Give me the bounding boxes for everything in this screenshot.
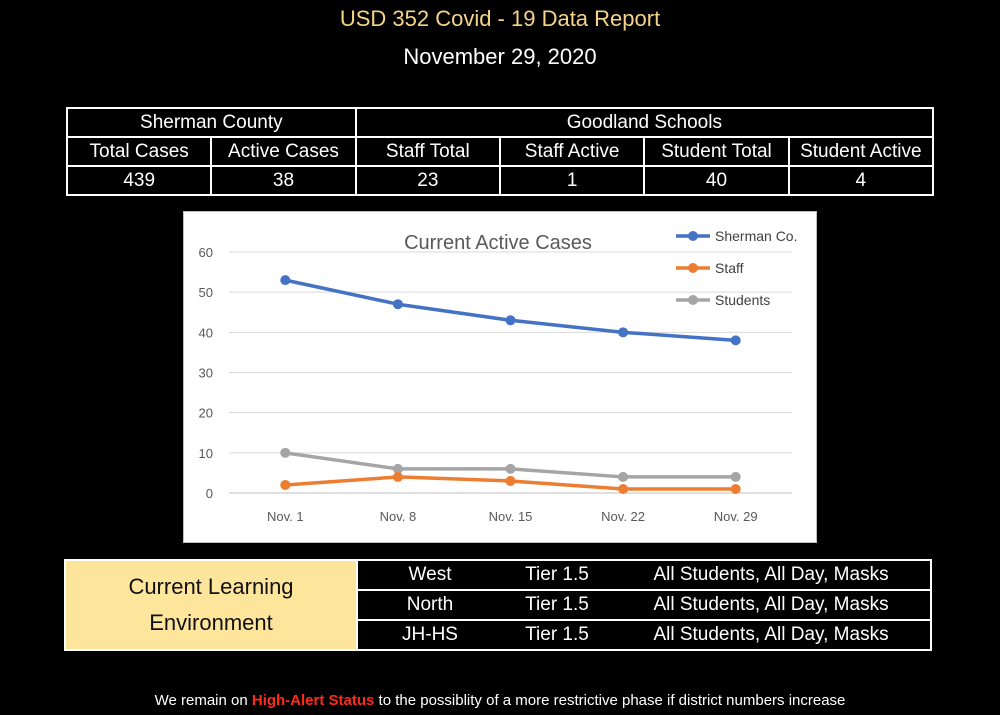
x-tick-label: Nov. 29 (714, 509, 758, 524)
data-point (505, 463, 516, 474)
y-tick-label: 60 (199, 245, 213, 260)
x-tick-labels: Nov. 1 Nov. 8 Nov. 15 Nov. 22 Nov. 29 (267, 509, 758, 524)
stats-group-row: Sherman County Goodland Schools (66, 107, 935, 138)
chart-title: Current Active Cases (404, 232, 592, 254)
series-staff (280, 471, 741, 494)
value-student-active: 4 (787, 165, 935, 196)
env-school: JH-HS (402, 624, 458, 645)
legend-marker (688, 295, 698, 305)
legend-label: Staff (715, 260, 744, 276)
stats-header-row: Total Cases Active Cases Staff Total Sta… (65, 136, 935, 167)
value-staff-active: 1 (498, 165, 646, 196)
env-detail: All Students, All Day, Masks (653, 594, 889, 615)
header-student-total: Student Total (643, 136, 790, 167)
data-point (392, 299, 403, 310)
header-staff-total: Staff Total (354, 136, 501, 167)
footer-note: We remain on High-Alert Status to the po… (0, 692, 1000, 709)
env-tier: Tier 1.5 (525, 624, 589, 645)
x-tick-label: Nov. 22 (601, 509, 645, 524)
series-sherman-co (280, 275, 741, 346)
header-active-cases: Active Cases (210, 136, 357, 167)
x-tick-label: Nov. 15 (489, 509, 533, 524)
legend-label: Sherman Co. (715, 228, 797, 244)
series-students (280, 447, 741, 482)
data-point (730, 483, 741, 494)
grid-layer (229, 251, 792, 494)
legend-marker (688, 263, 698, 273)
active-cases-chart: 0 10 20 30 40 50 60 Nov. 1 Nov. 8 Nov. 15 Nov. 22… (183, 211, 817, 543)
data-point (730, 471, 741, 482)
learning-environment-table: Current Learning Environment West Tier 1… (64, 559, 932, 651)
chart-svg: 0 10 20 30 40 50 60 Nov. 1 Nov. 8 Nov. 15 Nov. 22… (199, 228, 798, 524)
x-tick-label: Nov. 1 (267, 509, 304, 524)
x-tick-label: Nov. 8 (380, 509, 417, 524)
data-point (280, 479, 291, 490)
data-point (730, 335, 741, 346)
value-active-cases: 38 (210, 165, 357, 196)
data-point (280, 447, 291, 458)
report-date: November 29, 2020 (403, 44, 597, 69)
env-tier: Tier 1.5 (525, 594, 589, 615)
learning-environment-label: Current Learning Environment (66, 561, 356, 649)
env-school: North (406, 594, 454, 615)
footer-alert-status: High-Alert Status (251, 692, 375, 709)
data-point (618, 327, 629, 338)
data-point (280, 275, 291, 286)
group-goodland-schools: Goodland Schools (354, 107, 935, 138)
y-tick-labels: 0 10 20 30 40 50 60 (199, 245, 213, 501)
chart-legend: Sherman Co. Staff Students (676, 228, 797, 308)
stats-value-row: 439 38 23 1 40 4 (65, 165, 935, 196)
env-label-line2: Environment (149, 610, 273, 635)
legend-label: Students (715, 292, 770, 308)
env-row-north: North Tier 1.5 All Students, All Day, Ma… (356, 589, 930, 619)
value-staff-total: 23 (354, 165, 501, 196)
value-student-total: 40 (643, 165, 790, 196)
y-tick-label: 40 (199, 325, 213, 340)
y-tick-label: 20 (199, 406, 213, 421)
env-school: West (408, 564, 452, 585)
y-tick-label: 30 (199, 366, 213, 381)
data-point (392, 471, 403, 482)
env-row-west: West Tier 1.5 All Students, All Day, Mas… (356, 561, 930, 589)
header-staff-active: Staff Active (498, 136, 646, 167)
footer-before: We remain on (154, 692, 252, 709)
group-sherman-county: Sherman County (66, 107, 357, 138)
data-point (618, 483, 629, 494)
footer-after: to the possiblity of a more restrictive … (374, 692, 846, 709)
y-tick-label: 50 (199, 285, 213, 300)
data-point (505, 475, 516, 486)
data-point (505, 315, 516, 326)
value-total-cases: 439 (65, 165, 213, 196)
stats-table: Sherman County Goodland Schools Total Ca… (65, 107, 935, 196)
header-student-active: Student Active (787, 136, 935, 167)
y-tick-label: 10 (199, 446, 213, 461)
report-title: USD 352 Covid - 19 Data Report (339, 6, 661, 31)
data-point (392, 463, 403, 474)
env-detail: All Students, All Day, Masks (653, 624, 889, 645)
env-detail: All Students, All Day, Masks (653, 564, 889, 585)
y-tick-label: 0 (206, 486, 213, 501)
legend-marker (688, 231, 698, 241)
data-point (618, 471, 629, 482)
env-label-line1: Current Learning (128, 574, 294, 599)
env-row-jh-hs: JH-HS Tier 1.5 All Students, All Day, Ma… (356, 619, 930, 649)
series-layer (280, 275, 741, 494)
header-total-cases: Total Cases (65, 136, 213, 167)
series-line (283, 278, 738, 343)
env-tier: Tier 1.5 (525, 564, 589, 585)
env-rows: West Tier 1.5 All Students, All Day, Mas… (356, 561, 930, 649)
